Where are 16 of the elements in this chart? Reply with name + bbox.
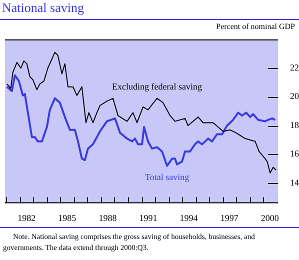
y-tick-label: 18 [290,120,299,130]
x-tick-label: 1994 [180,212,198,223]
series-label: Total saving [144,172,190,182]
x-tick-label: 1985 [58,212,77,223]
y-axis-title: Percent of nominal GDP [216,22,295,32]
series-label: Excluding federal saving [112,82,203,92]
chart-title: National saving [2,0,84,16]
x-tick-label: 1982 [18,212,36,223]
x-tick-label: 1988 [98,212,118,223]
x-tick-label: 1991 [139,212,158,223]
y-tick-label: 22 [290,62,299,72]
y-tick-label: 20 [290,91,299,102]
y-tick-label: 16 [290,148,299,159]
y-tick-label: 14 [290,177,299,188]
x-tick-label: 1997 [220,212,239,223]
x-tick-label: 2000 [260,212,280,223]
